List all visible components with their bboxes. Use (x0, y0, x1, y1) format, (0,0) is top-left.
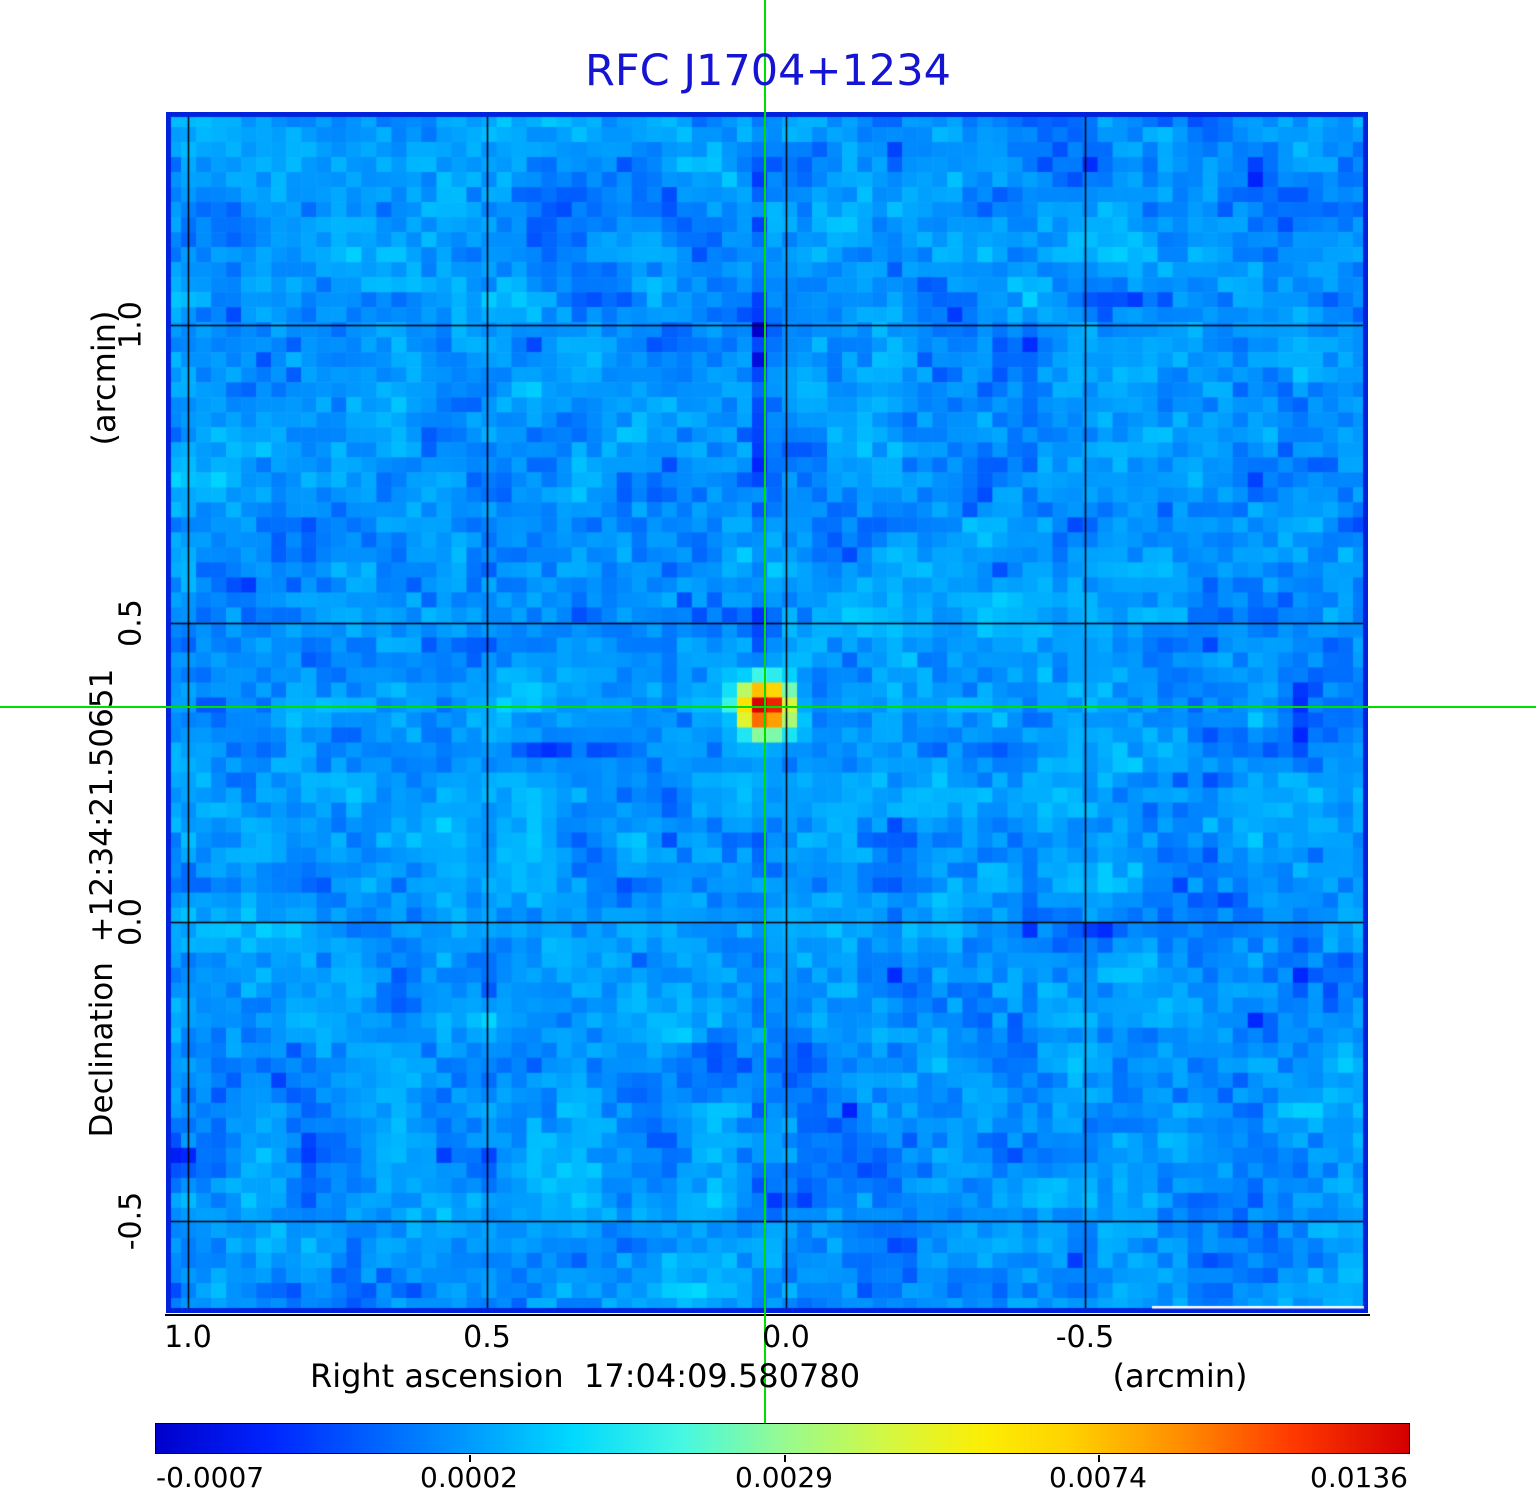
x-tick-label: 1.0 (164, 1320, 212, 1355)
crosshair-horizontal-line (0, 706, 1536, 708)
x-tick-label: 0.5 (463, 1320, 511, 1355)
colorbar-tick-label: 0.0002 (420, 1461, 518, 1494)
y-tick-label: 0.5 (113, 599, 149, 647)
colorbar-tick (1098, 1455, 1100, 1462)
colorbar-tick (469, 1455, 471, 1462)
x-tick-label: -0.5 (1055, 1320, 1115, 1355)
crosshair-vertical-line (764, 0, 766, 1423)
y-tick-label: 1.0 (113, 301, 149, 349)
colorbar-tick-label: 0.0029 (735, 1461, 833, 1494)
x-axis-title: Right ascension 17:04:09.580780 (309, 1357, 861, 1395)
radio-map-image (166, 112, 1368, 1313)
plot-title: RFC J1704+1234 (585, 46, 951, 96)
y-tick-label: 0.0 (113, 898, 149, 946)
colorbar-tick-label: 0.0136 (1310, 1461, 1408, 1494)
axis-spine-bottom (165, 1314, 1370, 1316)
colorbar-tick-label: -0.0007 (156, 1461, 265, 1494)
x-tick-label: 0.0 (762, 1320, 810, 1355)
x-axis-unit-label: (arcmin) (1112, 1357, 1248, 1395)
colorbar (155, 1423, 1410, 1454)
colorbar-tick (784, 1455, 786, 1462)
y-tick-label: -0.5 (113, 1191, 149, 1251)
colorbar-tick-label: 0.0074 (1049, 1461, 1147, 1494)
